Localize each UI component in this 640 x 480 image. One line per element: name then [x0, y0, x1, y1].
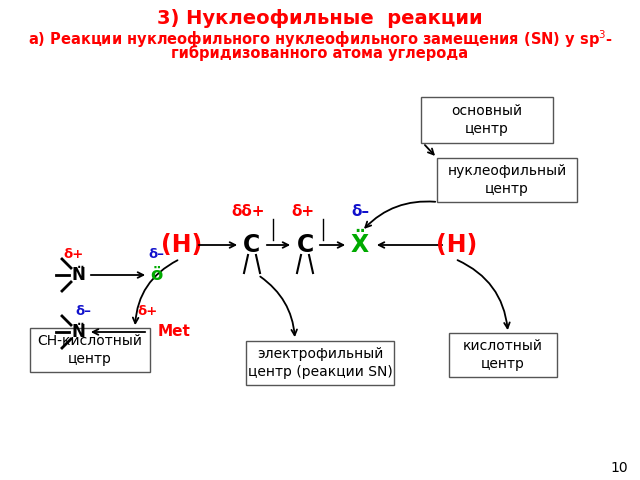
Text: δ+: δ+	[63, 248, 83, 261]
Text: δ–: δ–	[351, 204, 369, 219]
Text: электрофильный
центр (реакции SN): электрофильный центр (реакции SN)	[248, 347, 392, 379]
Text: а) Реакции нуклеофильного нуклеофильного замещения (SN) у sp$^{3}$-: а) Реакции нуклеофильного нуклеофильного…	[28, 28, 612, 50]
Text: кислотный
центр: кислотный центр	[463, 339, 543, 371]
Text: δ+: δ+	[291, 204, 315, 219]
Text: Met: Met	[158, 324, 191, 339]
Text: Ẍ: Ẍ	[351, 233, 369, 257]
FancyBboxPatch shape	[246, 341, 394, 385]
Text: гибридизованного атома углерода: гибридизованного атома углерода	[172, 45, 468, 61]
FancyBboxPatch shape	[421, 97, 553, 143]
Text: 10: 10	[611, 461, 628, 475]
Text: (H): (H)	[161, 233, 203, 257]
Text: δ–: δ–	[148, 248, 164, 261]
Text: C: C	[296, 233, 314, 257]
Text: C: C	[243, 233, 260, 257]
Text: δ+: δ+	[138, 305, 158, 318]
Text: основный
центр: основный центр	[451, 104, 523, 136]
FancyBboxPatch shape	[449, 333, 557, 377]
Text: N̈: N̈	[71, 266, 85, 284]
FancyBboxPatch shape	[30, 328, 150, 372]
Text: СН-кислотный
центр: СН-кислотный центр	[38, 334, 143, 366]
FancyBboxPatch shape	[437, 158, 577, 202]
Text: 3) Нуклеофильные  реакции: 3) Нуклеофильные реакции	[157, 9, 483, 28]
Text: (H): (H)	[436, 233, 477, 257]
Text: δ–: δ–	[75, 305, 91, 318]
Text: δδ+: δδ+	[231, 204, 265, 219]
Text: ö: ö	[150, 266, 162, 284]
Text: нуклеофильный
центр: нуклеофильный центр	[447, 164, 566, 196]
Text: N̈: N̈	[71, 323, 85, 341]
